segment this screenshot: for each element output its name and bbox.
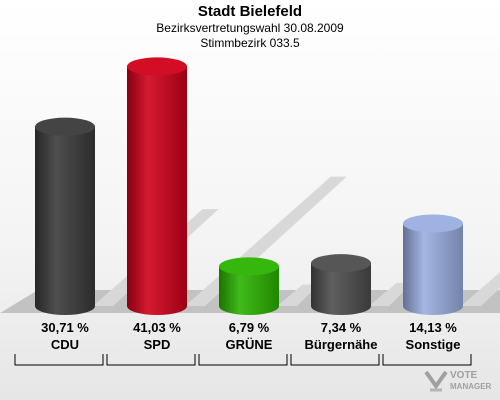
bar-labels: 30,71 % CDU 41,03 % SPD 6,79 % GRÜNE 7,34 % Bür… xyxy=(41,320,460,352)
value-label-grne: 6,79 % xyxy=(229,320,270,335)
value-label-brgernhe: 7,34 % xyxy=(321,320,362,335)
bar-shadow-sonstige xyxy=(461,272,500,306)
category-label-brgernhe: Bürgernähe xyxy=(305,337,378,352)
bar-shadow-grne xyxy=(277,284,319,306)
category-label-spd: SPD xyxy=(144,337,171,352)
axis-bracket-brgernhe xyxy=(290,354,380,366)
bar-grne xyxy=(219,266,279,315)
bar-cdu xyxy=(35,126,95,316)
category-axis xyxy=(14,354,472,366)
chart-subtitle-district: Stimmbezirk 033.5 xyxy=(200,36,300,50)
bar-top-spd xyxy=(127,57,187,76)
value-label-cdu: 30,71 % xyxy=(41,320,89,335)
ballot-check-icon xyxy=(424,370,448,392)
chart-title: Stadt Bielefeld xyxy=(197,3,303,20)
bar-brgernhe xyxy=(311,263,371,315)
category-label-sonstige: Sonstige xyxy=(406,337,461,352)
chart-header: Stadt Bielefeld Bezirksvertretungswahl 3… xyxy=(0,0,500,51)
bars xyxy=(35,57,463,316)
value-label-sonstige: 14,13 % xyxy=(409,320,457,335)
axis-bracket-sonstige xyxy=(382,354,472,366)
axis-bracket-grne xyxy=(198,354,288,366)
axis-bracket-spd xyxy=(106,354,196,366)
bar-sonstige xyxy=(403,223,463,315)
vote-manager-logo: VOTE MANAGER xyxy=(424,370,492,392)
bar-top-sonstige xyxy=(403,214,463,233)
bar-spd xyxy=(127,66,187,316)
category-label-cdu: CDU xyxy=(51,337,79,352)
bar-shadow-brgernhe xyxy=(369,282,413,306)
value-label-spd: 41,03 % xyxy=(133,320,181,335)
axis-bracket-cdu xyxy=(14,354,104,366)
category-label-grne: GRÜNE xyxy=(226,337,273,352)
bar-top-cdu xyxy=(35,117,95,136)
bar-top-brgernhe xyxy=(311,254,371,273)
logo-text-manager: MANAGER xyxy=(450,382,492,391)
chart-subtitle-election: Bezirksvertretungswahl 30.08.2009 xyxy=(156,21,344,35)
bar-top-grne xyxy=(219,257,279,276)
logo-text-vote: VOTE xyxy=(450,370,478,381)
